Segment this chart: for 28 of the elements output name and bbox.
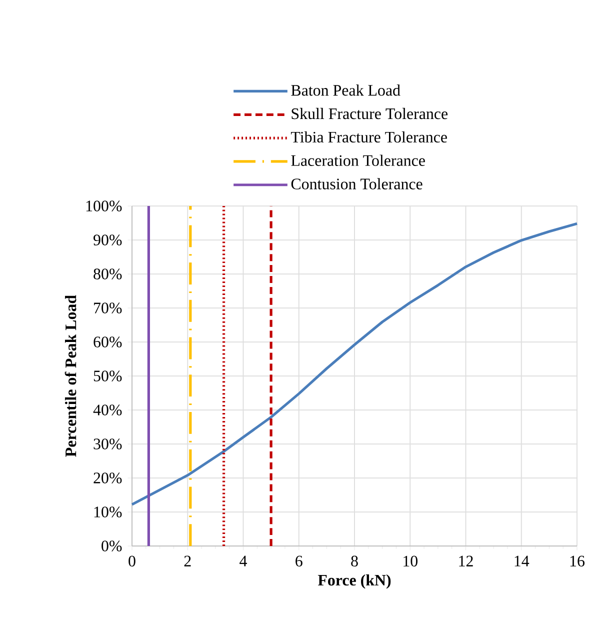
legend-label: Laceration Tolerance — [291, 154, 425, 166]
y-tick-label: 60% — [94, 336, 122, 348]
y-tick-label: 40% — [93, 404, 122, 416]
y-tick-label: 100% — [86, 200, 122, 212]
legend-label: Contusion Tolerance — [291, 178, 422, 190]
legend-label: Baton Peak Load — [291, 84, 400, 96]
y-tick-label: 30% — [94, 438, 122, 450]
x-tick-label: 16 — [570, 556, 585, 566]
x-tick-label: 14 — [514, 556, 530, 566]
y-tick-label: 10% — [94, 506, 122, 518]
x-tick-label: 4 — [240, 556, 247, 566]
y-tick-label: 0% — [102, 540, 122, 552]
line-series — [130, 222, 578, 506]
x-tick-label: 10 — [404, 556, 418, 567]
y-axis-title: Percentile of Peak Load — [64, 295, 76, 457]
y-tick-label: 20% — [94, 472, 122, 484]
legend-label: Tibia Fracture Tolerance — [290, 131, 447, 143]
x-tick-label: 12 — [459, 556, 473, 566]
y-tick-label: 50% — [94, 370, 122, 382]
x-axis-title: Force (kN) — [318, 574, 391, 589]
legend-label: Skull Fracture Tolerance — [292, 108, 448, 120]
y-tick-label: 90% — [94, 234, 122, 246]
x-tick-label: 0 — [128, 556, 136, 567]
x-tick-label: 8 — [351, 556, 358, 567]
y-tick-label: 80% — [94, 268, 122, 280]
x-tick-label: 2 — [184, 556, 191, 566]
x-tick-label: 6 — [296, 556, 302, 566]
y-tick-label: 70% — [94, 302, 122, 314]
